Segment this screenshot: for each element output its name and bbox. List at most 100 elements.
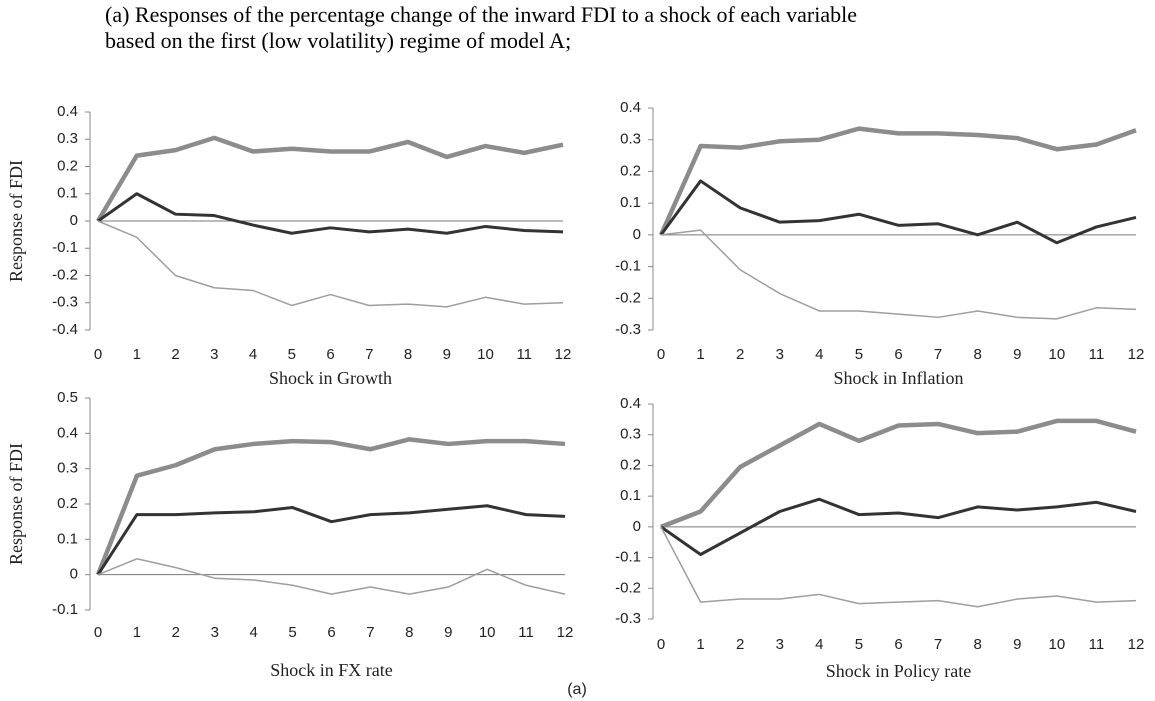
x-tick-label: 7 xyxy=(934,346,942,363)
y-tick-label: 0.4 xyxy=(57,103,78,120)
y-tick-label: 0.4 xyxy=(57,424,78,441)
series-line xyxy=(658,126,1137,236)
y-tick-label: 0.2 xyxy=(57,157,78,174)
y-tick-label: 0 xyxy=(633,518,641,535)
x-tick-label: 11 xyxy=(518,624,534,641)
y-tick-label: 0.1 xyxy=(57,530,78,547)
y-tick-label: 0.5 xyxy=(57,389,78,406)
x-axis-label: Shock in Policy rate xyxy=(826,661,971,681)
y-tick-label: -0.1 xyxy=(52,601,78,618)
x-tick-label: 5 xyxy=(288,346,296,363)
y-tick-label: 0.2 xyxy=(620,162,641,179)
x-tick-label: 10 xyxy=(1048,636,1065,653)
x-tick-label: 6 xyxy=(894,346,902,363)
series-line xyxy=(95,437,566,576)
caption-line: based on the first (low volatility) regi… xyxy=(105,28,572,53)
figure-label: (a) xyxy=(567,681,587,698)
x-tick-label: 1 xyxy=(696,636,704,653)
y-tick-label: -0.2 xyxy=(615,579,641,596)
x-tick-label: 12 xyxy=(1128,636,1145,653)
y-tick-label: -0.1 xyxy=(615,258,641,275)
y-tick-label: -0.2 xyxy=(615,289,641,306)
x-tick-label: 12 xyxy=(555,346,572,363)
x-tick-label: 10 xyxy=(479,624,496,641)
x-tick-label: 7 xyxy=(934,636,942,653)
x-tick-label: 9 xyxy=(443,346,451,363)
series-line xyxy=(97,558,566,595)
x-tick-label: 2 xyxy=(172,624,180,641)
x-tick-label: 8 xyxy=(405,624,413,641)
series-line xyxy=(96,504,566,576)
x-tick-label: 5 xyxy=(288,624,296,641)
series-line xyxy=(660,526,1137,608)
x-tick-label: 0 xyxy=(657,346,665,363)
x-tick-label: 4 xyxy=(249,346,257,363)
y-tick-label: 0.3 xyxy=(57,460,78,477)
x-tick-label: 10 xyxy=(1048,346,1065,363)
x-tick-label: 7 xyxy=(365,346,373,363)
x-tick-label: 5 xyxy=(855,636,863,653)
x-tick-label: 11 xyxy=(516,346,532,363)
y-tick-label: 0.1 xyxy=(57,185,78,202)
x-tick-label: 10 xyxy=(477,346,494,363)
x-axis-label: Shock in FX rate xyxy=(270,660,392,680)
y-tick-label: 0 xyxy=(70,566,78,583)
x-tick-label: 0 xyxy=(94,346,102,363)
x-tick-label: 8 xyxy=(404,346,412,363)
series-line xyxy=(96,135,564,223)
x-tick-label: 1 xyxy=(696,346,704,363)
x-axis-label: Shock in Inflation xyxy=(834,368,964,388)
y-tick-label: -0.3 xyxy=(52,294,78,311)
x-tick-label: 9 xyxy=(444,624,452,641)
y-tick-label: 0.3 xyxy=(620,426,641,443)
x-tick-label: 2 xyxy=(171,346,179,363)
series-line xyxy=(659,179,1137,245)
x-tick-label: 9 xyxy=(1013,636,1021,653)
series-line xyxy=(97,220,564,308)
y-tick-label: -0.1 xyxy=(615,549,641,566)
y-tick-label: 0 xyxy=(70,212,78,229)
x-axis-label: Shock in Growth xyxy=(269,368,392,388)
y-tick-label: -0.3 xyxy=(615,321,641,338)
x-tick-label: 12 xyxy=(1128,346,1145,363)
x-tick-label: 4 xyxy=(815,636,823,653)
x-tick-label: 11 xyxy=(1089,636,1105,653)
x-tick-label: 3 xyxy=(776,346,784,363)
y-tick-label: -0.1 xyxy=(52,239,78,256)
x-tick-label: 3 xyxy=(210,346,218,363)
y-tick-label: 0.1 xyxy=(620,194,641,211)
x-tick-label: 8 xyxy=(973,346,981,363)
x-tick-label: 8 xyxy=(973,636,981,653)
x-tick-label: 11 xyxy=(1089,346,1105,363)
y-tick-label: 0.4 xyxy=(620,99,641,116)
x-tick-label: 1 xyxy=(133,624,141,641)
series-line xyxy=(660,418,1137,529)
x-tick-label: 4 xyxy=(815,346,823,363)
x-tick-label: 9 xyxy=(1013,346,1021,363)
y-tick-label: -0.4 xyxy=(52,321,78,338)
x-tick-label: 2 xyxy=(736,636,744,653)
x-tick-label: 0 xyxy=(657,636,665,653)
y-tick-label: 0.1 xyxy=(620,487,641,504)
x-tick-label: 7 xyxy=(366,624,374,641)
series-line xyxy=(660,229,1137,320)
y-tick-label: 0 xyxy=(633,226,641,243)
series-line xyxy=(97,192,564,235)
x-tick-label: 1 xyxy=(133,346,141,363)
x-tick-label: 6 xyxy=(326,346,334,363)
y-tick-label: 0.4 xyxy=(620,395,641,412)
caption-line: (a) Responses of the percentage change o… xyxy=(105,2,857,27)
y-tick-label: 0.3 xyxy=(57,130,78,147)
x-tick-label: 5 xyxy=(855,346,863,363)
x-tick-label: 4 xyxy=(249,624,257,641)
y-tick-label: -0.3 xyxy=(615,610,641,627)
x-tick-label: 2 xyxy=(736,346,744,363)
y-tick-label: 0.2 xyxy=(620,456,641,473)
x-tick-label: 3 xyxy=(776,636,784,653)
y-axis-label: Response of FDI xyxy=(6,160,26,282)
y-tick-label: 0.2 xyxy=(57,495,78,512)
x-tick-label: 12 xyxy=(557,624,574,641)
x-tick-label: 6 xyxy=(894,636,902,653)
